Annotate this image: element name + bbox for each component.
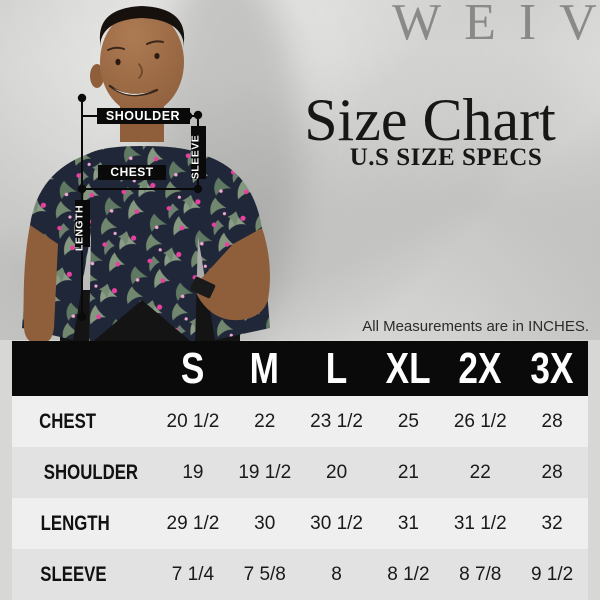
svg-text:LENGTH: LENGTH bbox=[74, 205, 86, 251]
svg-text:CHEST: CHEST bbox=[110, 165, 153, 179]
svg-text:SHOULDER: SHOULDER bbox=[106, 109, 180, 123]
svg-text:SLEEVE: SLEEVE bbox=[190, 135, 202, 179]
